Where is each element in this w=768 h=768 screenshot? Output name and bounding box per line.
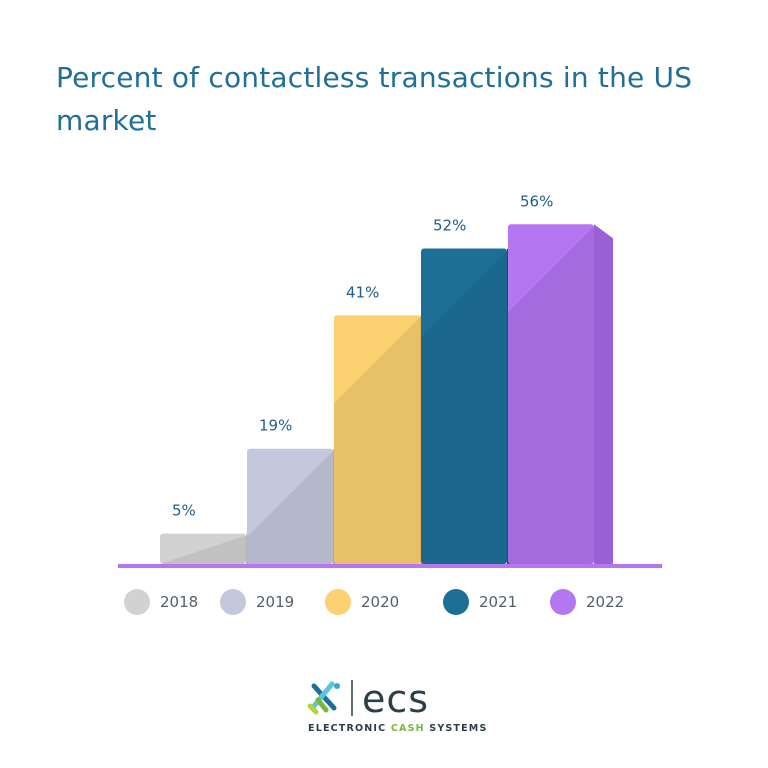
- x-axis-baseline: [118, 564, 662, 568]
- logo-tagline-part2: SYSTEMS: [424, 723, 488, 734]
- bar-side-2022: [594, 224, 613, 564]
- bar-front-2022: [508, 224, 594, 564]
- logo-tagline-part1: ELECTRONIC: [308, 723, 391, 734]
- bar-shadow-2020: [334, 317, 420, 564]
- bar-front-2021: [421, 248, 507, 565]
- bar-shadow-2019: [247, 450, 333, 564]
- data-label-2018: 5%: [172, 502, 196, 520]
- ecs-logo: ecs ELECTRONIC CASH SYSTEMS: [300, 676, 486, 740]
- bar-front-2020: [334, 315, 420, 564]
- logo-tagline-accent: CASH: [390, 723, 425, 734]
- bar-shadow-2021: [421, 250, 507, 565]
- chart-title: Percent of contactless transactions in t…: [56, 61, 693, 137]
- bar-2022: [508, 224, 613, 564]
- data-label-2022: 56%: [520, 192, 553, 210]
- data-label-2021: 52%: [433, 217, 466, 235]
- ecs-logo-mark: ecs: [307, 677, 429, 721]
- logo-brand: ecs: [362, 677, 429, 721]
- bar-front-2019: [247, 448, 333, 564]
- logo-tagline: ELECTRONIC CASH SYSTEMS: [308, 723, 488, 734]
- bar-shadow-2022: [508, 226, 594, 564]
- bar-front-2018: [160, 533, 246, 564]
- x-mark-icon: [307, 681, 340, 715]
- bar-shadow-2018: [160, 535, 246, 564]
- data-label-2019: 19%: [259, 417, 292, 435]
- data-label-2020: 41%: [346, 283, 379, 301]
